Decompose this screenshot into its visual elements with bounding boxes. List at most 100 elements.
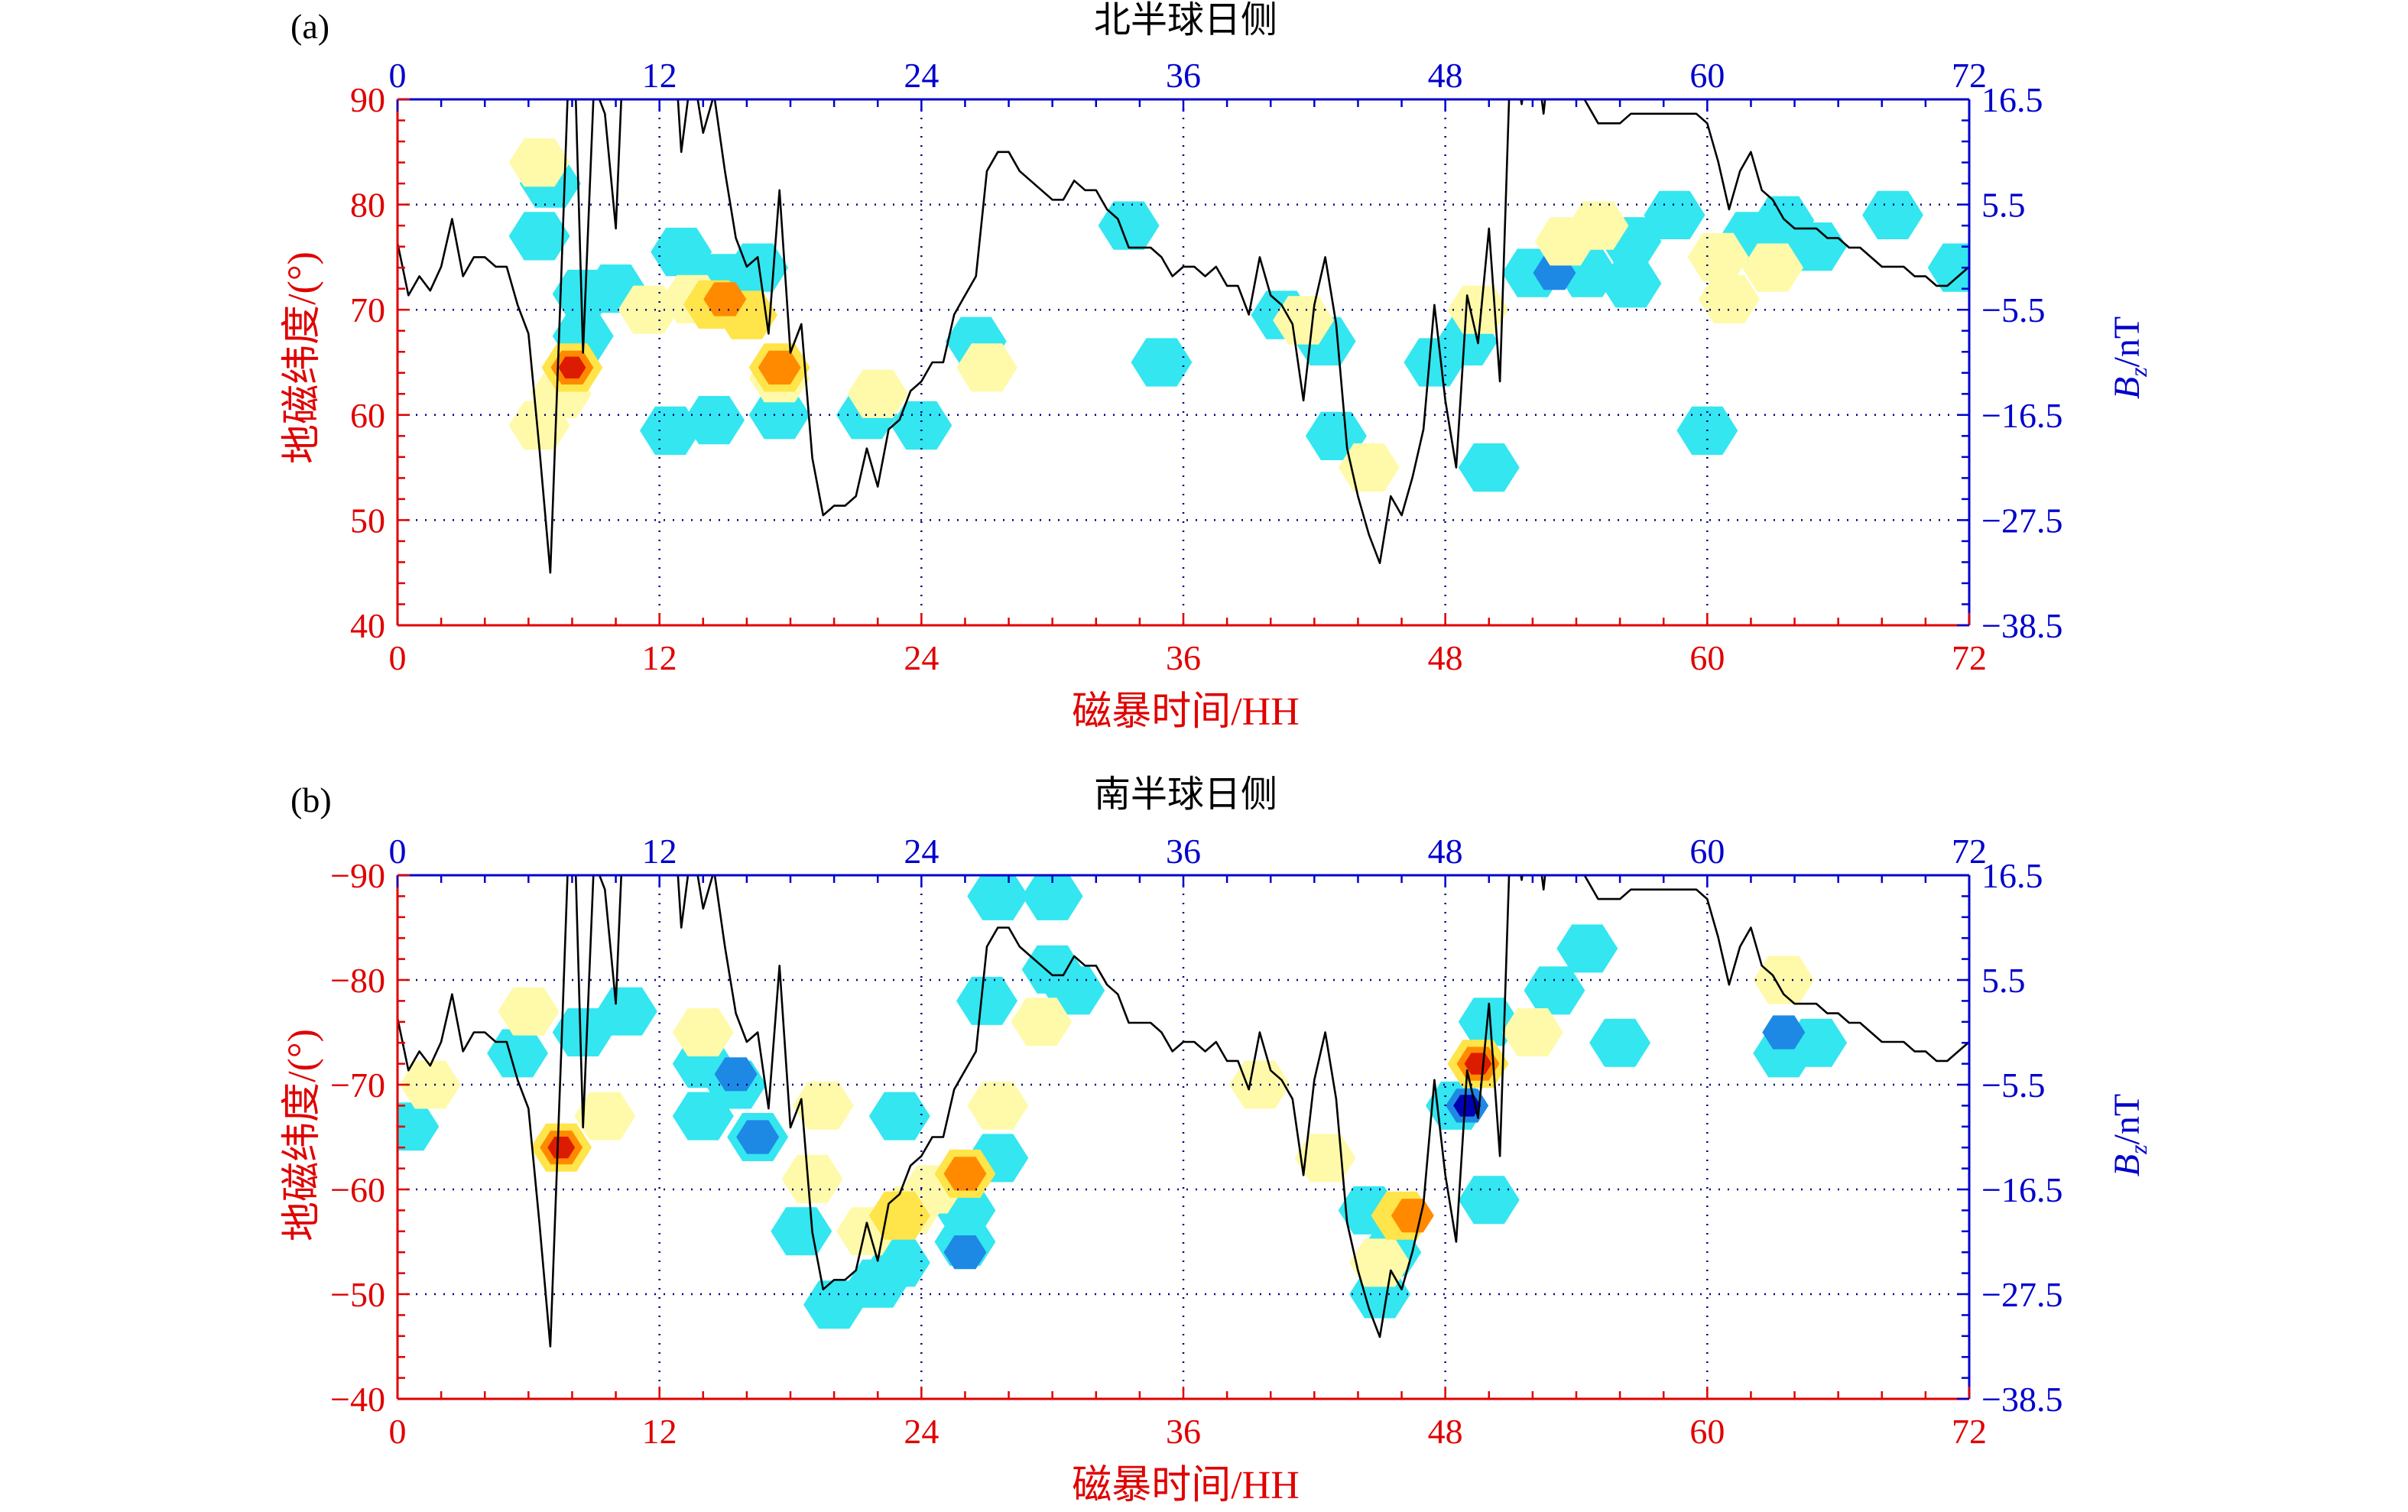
y-tick-label: −90	[330, 856, 385, 895]
contour-patch	[498, 987, 560, 1036]
contour-patch	[508, 138, 570, 187]
x-top-tick-label: 48	[1428, 56, 1463, 95]
contour-patch	[1021, 875, 1083, 920]
y2-axis-label: Bz/nT	[2107, 316, 2152, 399]
panel-b: (b) 南半球日侧 0 12 24 36 48 60 72 0 12 24 36 48 60 72 −40 −…	[281, 774, 2152, 1507]
y-tick-label: 80	[350, 186, 385, 225]
y2-tick-label: −16.5	[1981, 396, 2062, 435]
y-tick-label: 50	[350, 501, 385, 540]
x-tick-label: 60	[1689, 638, 1725, 677]
contour-patch	[672, 1008, 734, 1056]
contour-patch	[1131, 338, 1193, 387]
x-tick-label: 0	[389, 638, 407, 677]
panel-a: (a) 北半球日侧 0 12 24 36 48 60 72 0 12 24 36 48 60 72 40 50…	[281, 0, 2152, 734]
y2-axis-label-subscript: z	[2124, 367, 2152, 378]
contour-patch	[714, 1057, 758, 1092]
x-top-tick-label: 36	[1166, 832, 1201, 871]
x-top-tick-label: 24	[904, 56, 939, 95]
contour-patch	[1524, 966, 1585, 1015]
contour-patch	[1273, 296, 1334, 345]
x-tick-label: 72	[1952, 638, 1987, 677]
contour-patch	[398, 1102, 440, 1151]
y2-tick-label: 16.5	[1981, 856, 2043, 895]
contour-patch	[1011, 998, 1073, 1046]
contour-patch	[1742, 243, 1803, 292]
y-tick-label: 90	[350, 80, 385, 119]
contour-patch	[1458, 1176, 1520, 1225]
x-top-tick-label: 72	[1952, 832, 1987, 871]
contour-patch	[558, 356, 586, 379]
y2-tick-label: 5.5	[1981, 961, 2026, 1000]
contour-patch	[1556, 924, 1618, 973]
contour-patch	[672, 1092, 734, 1140]
x-tick-label: 24	[904, 638, 939, 677]
y-tick-label: −80	[330, 961, 385, 1000]
y-tick-label: 60	[350, 396, 385, 435]
contour-patch	[891, 401, 952, 450]
y2-axis-label-subscript: z	[2124, 1144, 2152, 1155]
x-top-tick-label: 0	[389, 832, 407, 871]
contour-patch	[596, 987, 657, 1036]
contour-patch	[1600, 259, 1662, 308]
contour-patch	[736, 1120, 780, 1154]
plot-layer	[398, 99, 1969, 625]
y2-tick-label: −27.5	[1981, 1275, 2062, 1314]
contour-patch	[1927, 243, 1969, 292]
contour-patch	[547, 1137, 576, 1159]
y2-tick-label: −27.5	[1981, 501, 2062, 540]
contour-patch	[1567, 201, 1629, 250]
contour-patch	[792, 1081, 854, 1130]
x-top-tick-label: 60	[1689, 832, 1725, 871]
bz-series-line	[398, 99, 1969, 574]
y-tick-label: −70	[330, 1066, 385, 1105]
contour-patch	[399, 1060, 461, 1109]
x-top-tick-label: 60	[1689, 56, 1725, 95]
y2-axis-label-unit: /nT	[2107, 316, 2147, 368]
y2-tick-label: 5.5	[1981, 186, 2026, 225]
x-tick-label: 12	[642, 1412, 677, 1451]
chart-title: 北半球日侧	[1094, 0, 1277, 41]
x-tick-label: 72	[1952, 1412, 1987, 1451]
y-axis-label: 地磁纬度/(°)	[281, 1029, 324, 1241]
bz-series-line	[398, 875, 1969, 1348]
y2-axis-label: Bz/nT	[2107, 1094, 2152, 1176]
axis-layer: 0 12 24 36 48 60 72 0 12 24 36 48 60 72 40 50 60 70 80 90 −3…	[350, 56, 2062, 677]
panel-label: (b)	[290, 780, 332, 819]
x-tick-label: 12	[642, 638, 677, 677]
x-tick-label: 60	[1689, 1412, 1725, 1451]
y2-tick-label: 16.5	[1981, 80, 2043, 119]
contour-patch	[748, 391, 810, 440]
y2-tick-label: −5.5	[1981, 1066, 2045, 1105]
contour-patch	[967, 875, 1029, 920]
y-tick-label: −40	[330, 1380, 385, 1419]
y-tick-label: −50	[330, 1275, 385, 1314]
contour-patch	[1644, 190, 1705, 239]
contour-patch	[967, 1081, 1029, 1130]
plot-layer	[398, 875, 1969, 1399]
contour-patch	[683, 396, 745, 445]
x-axis-label: 磁暴时间/HH	[1072, 690, 1300, 734]
y2-tick-label: −38.5	[1981, 606, 2062, 645]
contour-patch	[508, 212, 570, 261]
x-top-tick-label: 36	[1166, 56, 1201, 95]
contour-patch	[703, 282, 747, 316]
contour-patch	[771, 1207, 832, 1256]
y-tick-label: −60	[330, 1170, 385, 1209]
contour-patch	[943, 1157, 987, 1191]
contour-patch	[1698, 274, 1760, 324]
contour-patch	[943, 1235, 987, 1270]
contour-patch	[758, 350, 801, 384]
x-top-tick-label: 12	[642, 56, 677, 95]
x-tick-label: 48	[1428, 638, 1463, 677]
panel-label: (a)	[290, 7, 329, 46]
contour-patch	[1229, 1060, 1290, 1109]
axis-layer: 0 12 24 36 48 60 72 0 12 24 36 48 60 72 −40 −50 −60 −70 −8…	[330, 832, 2062, 1451]
contour-patch	[1589, 1018, 1651, 1067]
y2-axis-label-symbol: B	[2107, 1154, 2147, 1176]
y2-tick-label: −38.5	[1981, 1380, 2062, 1419]
x-tick-label: 48	[1428, 1412, 1463, 1451]
y-tick-label: 70	[350, 290, 385, 329]
contour-patch	[1862, 190, 1923, 239]
